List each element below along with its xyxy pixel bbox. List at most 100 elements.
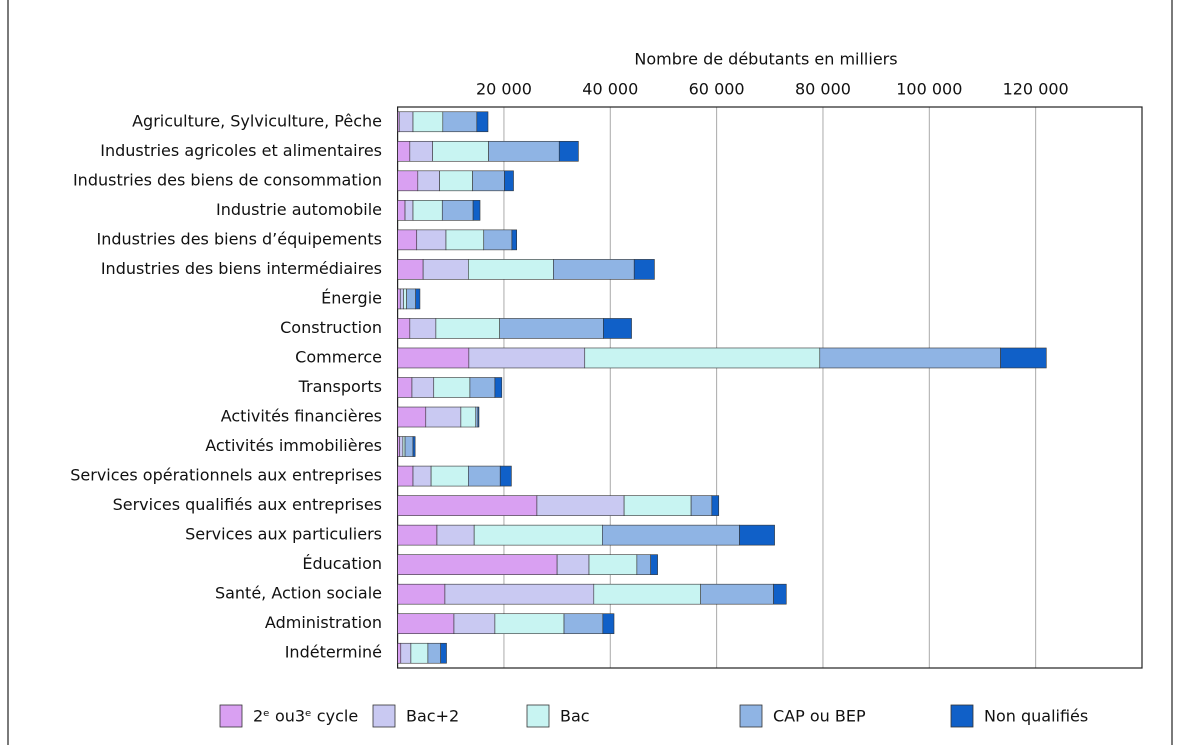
bar-segment (433, 377, 471, 398)
bar-segment (416, 229, 447, 251)
bar-segment (494, 613, 565, 635)
bar-segment (425, 406, 462, 428)
bar-segment (397, 140, 411, 162)
bar-segment (504, 170, 514, 192)
legend-swatch (219, 704, 243, 728)
y-tick-label: Services aux particuliers (185, 525, 382, 544)
bar-segment (404, 436, 414, 457)
bar-segment (422, 259, 469, 280)
bar-segment (593, 583, 701, 605)
bar-segment (397, 583, 446, 605)
legend-swatch (526, 704, 550, 728)
bar-segment (397, 318, 411, 339)
bar-segment (397, 465, 414, 487)
bar-segment (412, 111, 444, 133)
bar-segment (441, 200, 474, 221)
y-tick-label: Construction (280, 318, 382, 337)
y-tick-label: Industrie automobile (216, 200, 382, 219)
bar-segment (819, 347, 1001, 369)
bar-segment (468, 347, 586, 369)
bar-segment (397, 259, 424, 280)
bar-segment (556, 554, 590, 575)
bar-segment (499, 465, 512, 487)
legend-label: CAP ou BEP (773, 707, 866, 726)
bar-segment (397, 524, 438, 546)
x-tick-label: 100 000 (896, 80, 962, 99)
bar-segment (472, 170, 505, 192)
y-tick-label: Services qualifiés aux entreprises (113, 495, 382, 514)
bar-segment (430, 465, 469, 487)
bar-segment (650, 554, 658, 575)
bar-segment (412, 436, 416, 457)
bar-segment (397, 200, 406, 221)
bar-segment (494, 377, 503, 398)
bar-segment (435, 318, 500, 339)
bar-segment (563, 613, 604, 635)
bar-segment (473, 524, 603, 546)
bar-segment (397, 229, 418, 251)
y-tick-label: Transports (298, 377, 382, 396)
bar-segment (409, 140, 433, 162)
plot-frame (397, 106, 1143, 669)
bar-segment (445, 229, 485, 251)
y-tick-label: Administration (265, 613, 382, 632)
bar-segment (409, 318, 437, 339)
y-tick-label: Santé, Action sociale (215, 584, 382, 603)
legend-label: Non qualifiés (984, 707, 1088, 726)
bar-segment (417, 170, 440, 192)
bar-segment (511, 229, 518, 251)
bar-segment (584, 347, 821, 369)
bar-segment (412, 200, 443, 221)
bar-segment (468, 259, 554, 280)
bar-segment (399, 288, 404, 310)
bar-segment (460, 406, 477, 428)
bar-segment (398, 111, 414, 133)
bar-segment (623, 495, 692, 516)
bar-segment (468, 465, 501, 487)
x-tick-label: 80 000 (795, 80, 851, 99)
bar-segment (397, 288, 401, 310)
bar-segment (411, 377, 435, 398)
bar-segment (442, 111, 478, 133)
bar-segment (397, 347, 470, 369)
bar-segment (472, 200, 481, 221)
y-tick-label: Énergie (321, 288, 382, 307)
bar-segment (410, 642, 429, 664)
bar-segment (427, 642, 441, 664)
bar-segment (397, 170, 419, 192)
legend-label: Bac+2 (406, 707, 459, 726)
x-tick-label: 120 000 (1003, 80, 1069, 99)
bar-segment (453, 613, 496, 635)
bar-segment (412, 465, 432, 487)
bar-segment (553, 259, 635, 280)
bar-segment (636, 554, 651, 575)
bar-segment (558, 140, 579, 162)
y-tick-label: Industries des biens de consommation (73, 170, 382, 189)
bar-segment (483, 229, 513, 251)
bar-segment (397, 554, 558, 575)
bar-segment (739, 524, 775, 546)
y-tick-label: Commerce (295, 347, 382, 366)
bar-segment (588, 554, 638, 575)
bar-segment (397, 406, 427, 428)
legend-label: 2ᵉ ou3ᵉ cycle (253, 707, 358, 726)
bar-segment (469, 377, 496, 398)
y-tick-label: Indéterminé (285, 643, 382, 662)
bar-segment (400, 642, 412, 664)
x-tick-label: 40 000 (582, 80, 638, 99)
bar-segment (499, 318, 604, 339)
bar-segment (477, 406, 480, 428)
legend-swatch (950, 704, 974, 728)
legend-label: Bac (560, 707, 590, 726)
x-tick-label: 20 000 (476, 80, 532, 99)
bar-segment (633, 259, 655, 280)
bar-segment (397, 377, 413, 398)
y-tick-label: Activités financières (221, 407, 382, 426)
bar-segment (602, 613, 615, 635)
bar-segment (415, 288, 421, 310)
y-tick-label: Agriculture, Sylviculture, Pêche (132, 111, 382, 130)
bar-segment (403, 288, 407, 310)
bar-segment (773, 583, 787, 605)
bar-segment (476, 111, 489, 133)
